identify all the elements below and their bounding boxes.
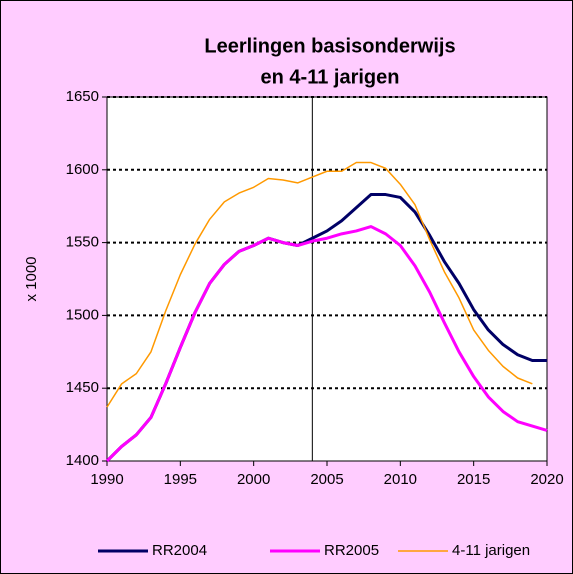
- chart-title: en 4-11 jarigen: [261, 66, 400, 88]
- chart-title: Leerlingen basisonderwijs: [204, 35, 455, 57]
- y-tick-label: 1400: [66, 452, 99, 469]
- legend-label: RR2004: [152, 542, 207, 559]
- x-tick-label: 2015: [457, 471, 490, 488]
- series-line: [105, 225, 548, 463]
- y-tick-label: 1600: [66, 161, 99, 178]
- legend-label: RR2005: [324, 542, 379, 559]
- y-tick-label: 1550: [66, 234, 99, 251]
- x-tick-label: 2020: [530, 471, 563, 488]
- plot-area: [106, 96, 548, 462]
- y-tick-label: 1500: [66, 306, 99, 323]
- series-line: [106, 161, 533, 408]
- y-tick-label: 1450: [66, 379, 99, 396]
- y-tick-label: 1650: [66, 88, 99, 105]
- x-tick-label: 2000: [237, 471, 270, 488]
- x-tick-label: 1995: [164, 471, 197, 488]
- y-axis-label: x 1000: [23, 256, 40, 301]
- x-tick-label: 2010: [384, 471, 417, 488]
- x-tick-label: 2005: [310, 471, 343, 488]
- legend-label: 4-11 jarigen: [452, 542, 530, 559]
- x-tick-label: 1990: [90, 471, 123, 488]
